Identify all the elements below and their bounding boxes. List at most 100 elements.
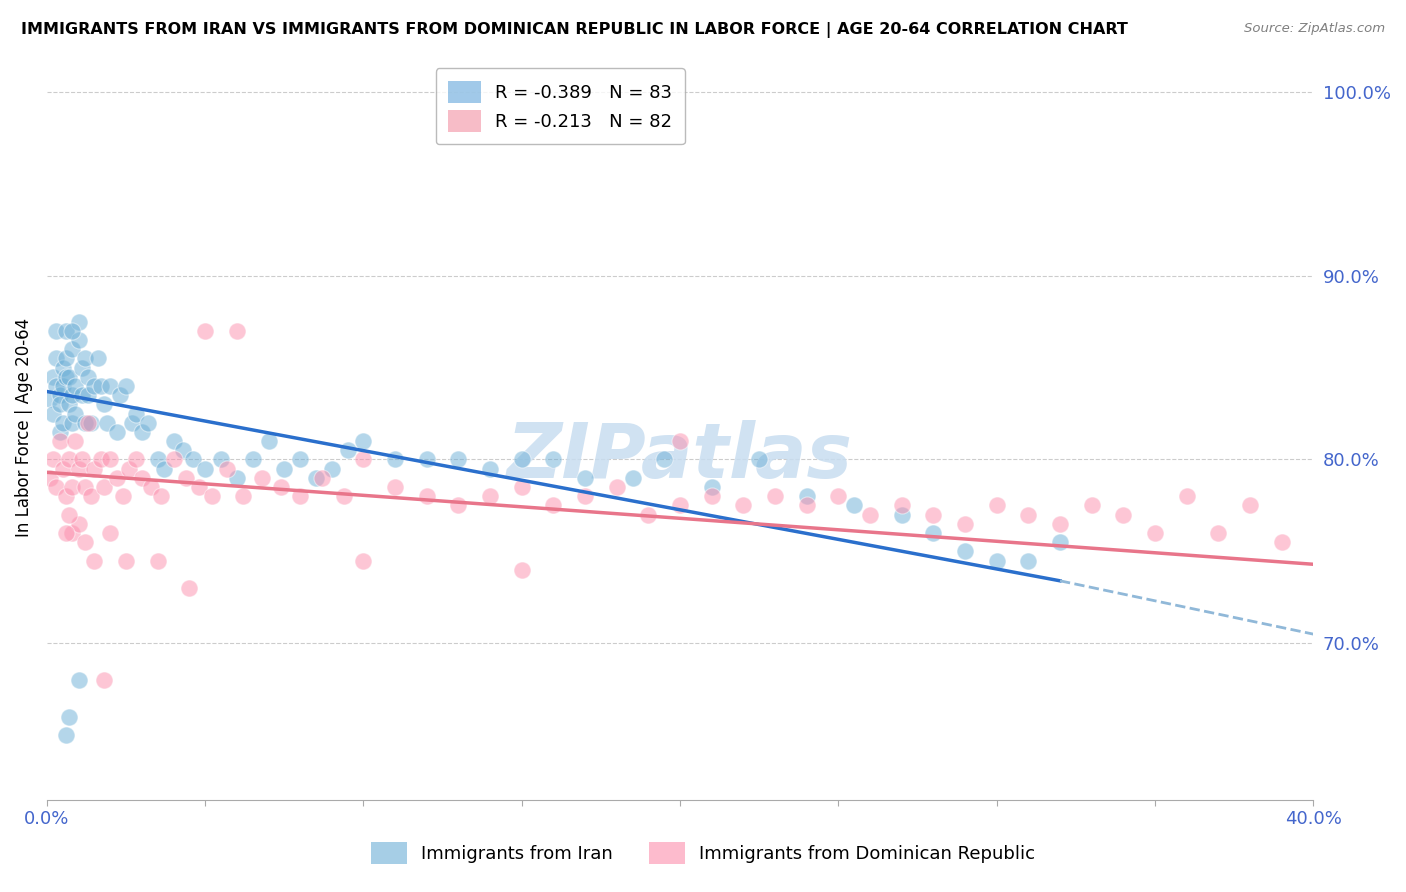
Point [45,480,67,494]
Point [270,480,292,494]
Point [447,452,470,467]
Point [353,553,375,567]
Point [311,471,333,485]
Point [796,499,818,513]
Point [1049,516,1071,531]
Point [67,461,90,475]
Point [510,563,533,577]
Point [353,434,375,449]
Point [225,471,247,485]
Point [288,452,311,467]
Point [621,471,644,485]
Point [131,471,153,485]
Point [574,471,596,485]
Point [859,508,882,522]
Point [86,351,108,366]
Point [606,480,628,494]
Point [288,489,311,503]
Point [232,489,254,503]
Y-axis label: In Labor Force | Age 20-64: In Labor Force | Age 20-64 [15,318,32,537]
Point [543,452,565,467]
Point [108,388,131,402]
Point [55,526,77,541]
Point [55,351,77,366]
Point [83,379,105,393]
Point [39,392,62,406]
Point [93,397,115,411]
Point [70,452,93,467]
Point [52,379,75,393]
Point [181,452,204,467]
Point [149,489,172,503]
Point [200,489,222,503]
Point [105,471,128,485]
Point [93,673,115,687]
Point [58,369,80,384]
Text: ZIPatlas: ZIPatlas [508,420,853,494]
Point [98,526,121,541]
Point [1017,553,1039,567]
Point [416,452,439,467]
Point [146,553,169,567]
Point [131,425,153,439]
Point [60,480,83,494]
Point [922,508,945,522]
Point [48,425,70,439]
Point [217,461,239,475]
Point [153,461,176,475]
Point [1271,535,1294,549]
Point [986,553,1008,567]
Point [48,397,70,411]
Point [1239,499,1261,513]
Point [257,434,280,449]
Point [39,471,62,485]
Point [1080,499,1102,513]
Point [796,489,818,503]
Point [225,324,247,338]
Point [273,461,295,475]
Point [52,461,75,475]
Point [574,489,596,503]
Point [250,471,273,485]
Point [55,489,77,503]
Point [242,452,264,467]
Point [55,369,77,384]
Point [90,379,112,393]
Point [58,397,80,411]
Point [80,416,103,430]
Point [179,581,201,595]
Point [1049,535,1071,549]
Point [65,379,87,393]
Point [124,452,146,467]
Point [510,480,533,494]
Point [174,471,197,485]
Point [111,489,134,503]
Point [67,315,90,329]
Point [700,480,723,494]
Point [60,342,83,356]
Point [305,471,328,485]
Point [194,324,217,338]
Point [121,416,143,430]
Point [52,416,75,430]
Point [60,416,83,430]
Point [83,461,105,475]
Point [1017,508,1039,522]
Point [67,516,90,531]
Point [336,443,359,458]
Point [70,360,93,375]
Point [42,452,65,467]
Point [98,452,121,467]
Point [124,407,146,421]
Point [55,324,77,338]
Point [67,673,90,687]
Point [700,489,723,503]
Point [45,351,67,366]
Point [42,407,65,421]
Point [333,489,356,503]
Point [1206,526,1229,541]
Point [70,388,93,402]
Point [479,461,502,475]
Point [953,516,976,531]
Point [416,489,439,503]
